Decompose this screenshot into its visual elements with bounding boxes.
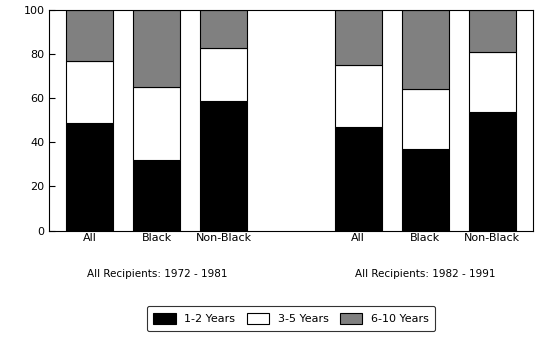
Bar (334, 127, 382, 231)
Bar (469, 112, 516, 231)
Bar (402, 149, 449, 231)
Bar (402, 89, 449, 149)
Bar (66, 122, 113, 231)
Bar (469, 10, 516, 52)
Bar (133, 10, 180, 87)
Text: All Recipients: 1972 - 1981: All Recipients: 1972 - 1981 (87, 270, 227, 279)
Bar (469, 52, 516, 112)
Bar (66, 10, 113, 61)
Bar (334, 65, 382, 127)
Bar (133, 87, 180, 160)
Text: All Recipients: 1982 - 1991: All Recipients: 1982 - 1991 (355, 270, 495, 279)
Bar (200, 100, 248, 231)
Bar (334, 10, 382, 65)
Legend: 1-2 Years, 3-5 Years, 6-10 Years: 1-2 Years, 3-5 Years, 6-10 Years (147, 306, 435, 331)
Bar (200, 48, 248, 100)
Bar (66, 61, 113, 122)
Bar (200, 10, 248, 48)
Bar (133, 160, 180, 231)
Bar (402, 10, 449, 89)
